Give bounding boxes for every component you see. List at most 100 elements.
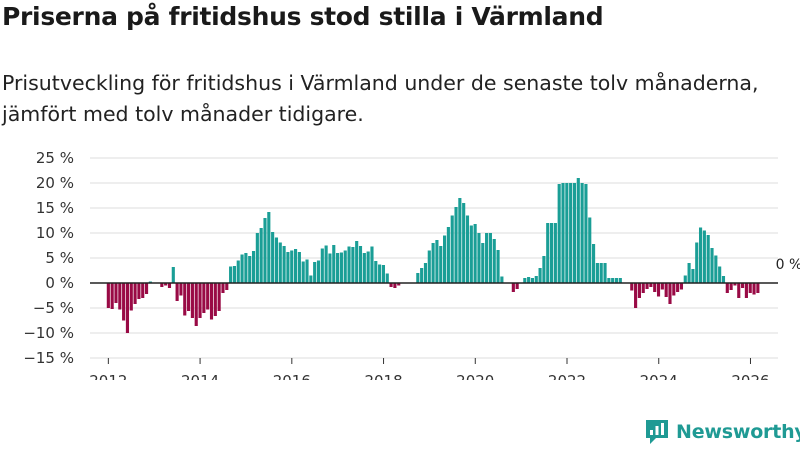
bar xyxy=(309,275,313,283)
bar xyxy=(721,276,726,283)
bar xyxy=(729,283,733,290)
bar xyxy=(435,240,439,283)
bar xyxy=(561,183,565,283)
y-tick-label: 5 % xyxy=(45,249,74,267)
bar xyxy=(347,246,351,283)
bar xyxy=(236,260,240,283)
bar xyxy=(324,245,328,283)
bar xyxy=(546,223,550,283)
bar xyxy=(187,283,191,311)
bar xyxy=(737,283,741,298)
bar xyxy=(144,283,149,294)
bar xyxy=(714,255,718,283)
bar xyxy=(206,283,210,310)
bar xyxy=(397,283,401,286)
x-tick-label: 2014 xyxy=(181,372,219,380)
bar xyxy=(702,230,706,283)
bar xyxy=(179,283,183,296)
x-tick-label: 2012 xyxy=(89,372,127,380)
newsworthy-icon xyxy=(646,420,668,444)
bar xyxy=(611,278,615,283)
bar xyxy=(530,278,535,283)
bar xyxy=(527,277,531,283)
bar xyxy=(744,283,748,298)
bar xyxy=(358,246,363,283)
bar xyxy=(469,225,473,283)
bar xyxy=(741,283,745,288)
bar xyxy=(332,245,336,283)
bar xyxy=(118,283,122,310)
bar xyxy=(488,233,492,283)
bar xyxy=(618,278,622,283)
bar xyxy=(691,269,695,283)
bar xyxy=(748,283,752,293)
bar xyxy=(274,237,279,283)
bar xyxy=(106,283,110,308)
bar xyxy=(167,283,172,288)
bar xyxy=(263,218,267,283)
bar xyxy=(538,268,542,283)
bar xyxy=(534,276,538,283)
bar xyxy=(225,283,229,290)
bar xyxy=(125,283,130,333)
bar xyxy=(137,283,141,299)
bar xyxy=(576,178,580,283)
bar xyxy=(362,253,366,283)
bar xyxy=(217,283,221,311)
bar xyxy=(454,207,458,283)
x-tick-label: 2016 xyxy=(273,372,311,380)
bar xyxy=(672,283,676,296)
bar xyxy=(416,273,420,283)
bar xyxy=(374,261,378,283)
bar xyxy=(393,283,397,288)
chart-title: Priserna på fritidshus stod stilla i Vär… xyxy=(2,2,604,31)
y-tick-label: 15 % xyxy=(36,199,74,217)
bar xyxy=(355,241,359,283)
newsworthy-logo: Newsworthy xyxy=(644,418,800,446)
bar xyxy=(485,233,489,283)
bar xyxy=(381,265,386,283)
bar xyxy=(679,283,684,290)
bar xyxy=(221,283,225,293)
bar xyxy=(378,264,382,283)
bar xyxy=(370,246,374,283)
bar xyxy=(316,260,321,283)
bar xyxy=(557,184,561,283)
bar xyxy=(290,250,294,283)
bar xyxy=(271,232,275,283)
y-tick-label: 10 % xyxy=(36,224,74,242)
x-tick-label: 2020 xyxy=(456,372,494,380)
bar xyxy=(603,263,607,283)
bar xyxy=(588,217,592,283)
bar xyxy=(500,276,504,283)
bar xyxy=(389,283,393,287)
bar xyxy=(496,250,500,283)
bar xyxy=(477,233,481,283)
bar xyxy=(164,283,168,286)
bar xyxy=(320,248,324,283)
bars xyxy=(106,178,760,333)
bar xyxy=(297,252,301,283)
bar xyxy=(339,252,343,283)
bar xyxy=(481,243,485,283)
bar xyxy=(160,283,164,287)
y-tick-label: 0 % xyxy=(45,274,74,292)
bar xyxy=(232,266,236,283)
bar xyxy=(706,235,710,283)
y-tick-label: 20 % xyxy=(36,174,74,192)
bar xyxy=(553,223,557,283)
bar xyxy=(465,215,470,283)
y-tick-label: −10 % xyxy=(23,324,74,342)
bar xyxy=(668,283,672,304)
bar xyxy=(183,283,187,316)
bar xyxy=(676,283,680,292)
bar xyxy=(278,242,282,283)
bar xyxy=(523,278,527,283)
bar xyxy=(549,223,554,283)
bar xyxy=(343,250,347,283)
bar xyxy=(695,242,699,283)
bar xyxy=(614,278,619,283)
bar xyxy=(733,283,737,286)
bar xyxy=(194,283,198,326)
bar xyxy=(584,184,588,283)
